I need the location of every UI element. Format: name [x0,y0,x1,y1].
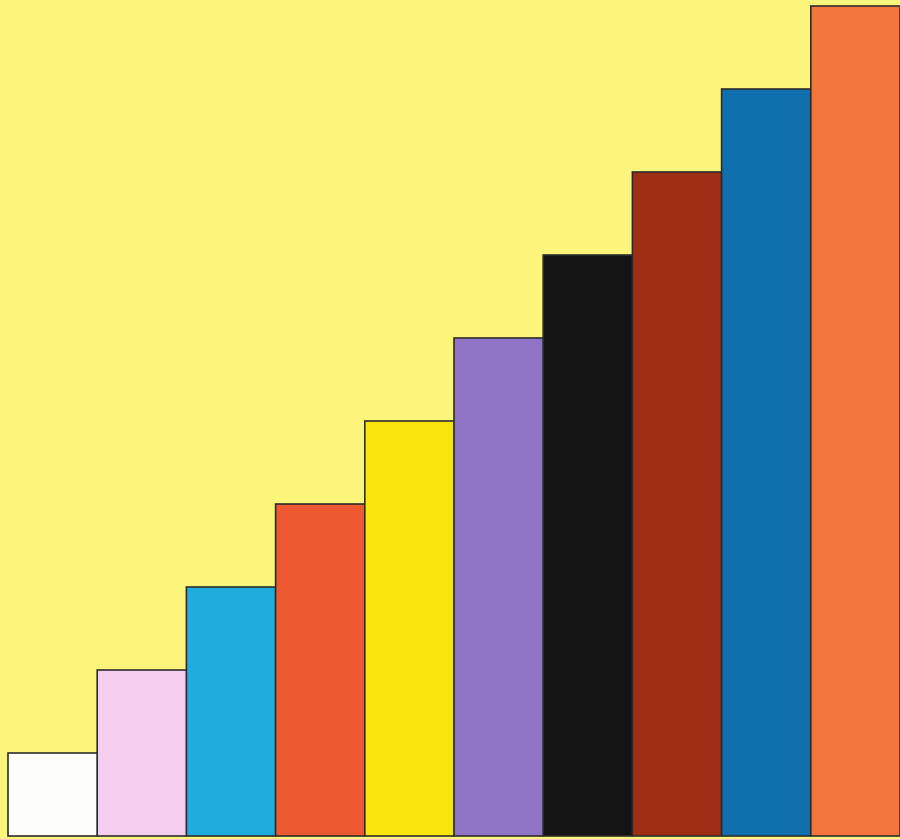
bar-6 [453,337,544,837]
bar-10 [809,5,900,837]
bar-3 [185,586,277,837]
bar-4 [274,503,366,837]
bar-1 [7,752,98,837]
bar-2 [96,669,188,837]
bar-7 [542,254,634,837]
bar-9 [720,88,812,837]
bars-group [7,5,900,837]
bar-5 [363,420,455,837]
bar-8 [631,171,723,837]
